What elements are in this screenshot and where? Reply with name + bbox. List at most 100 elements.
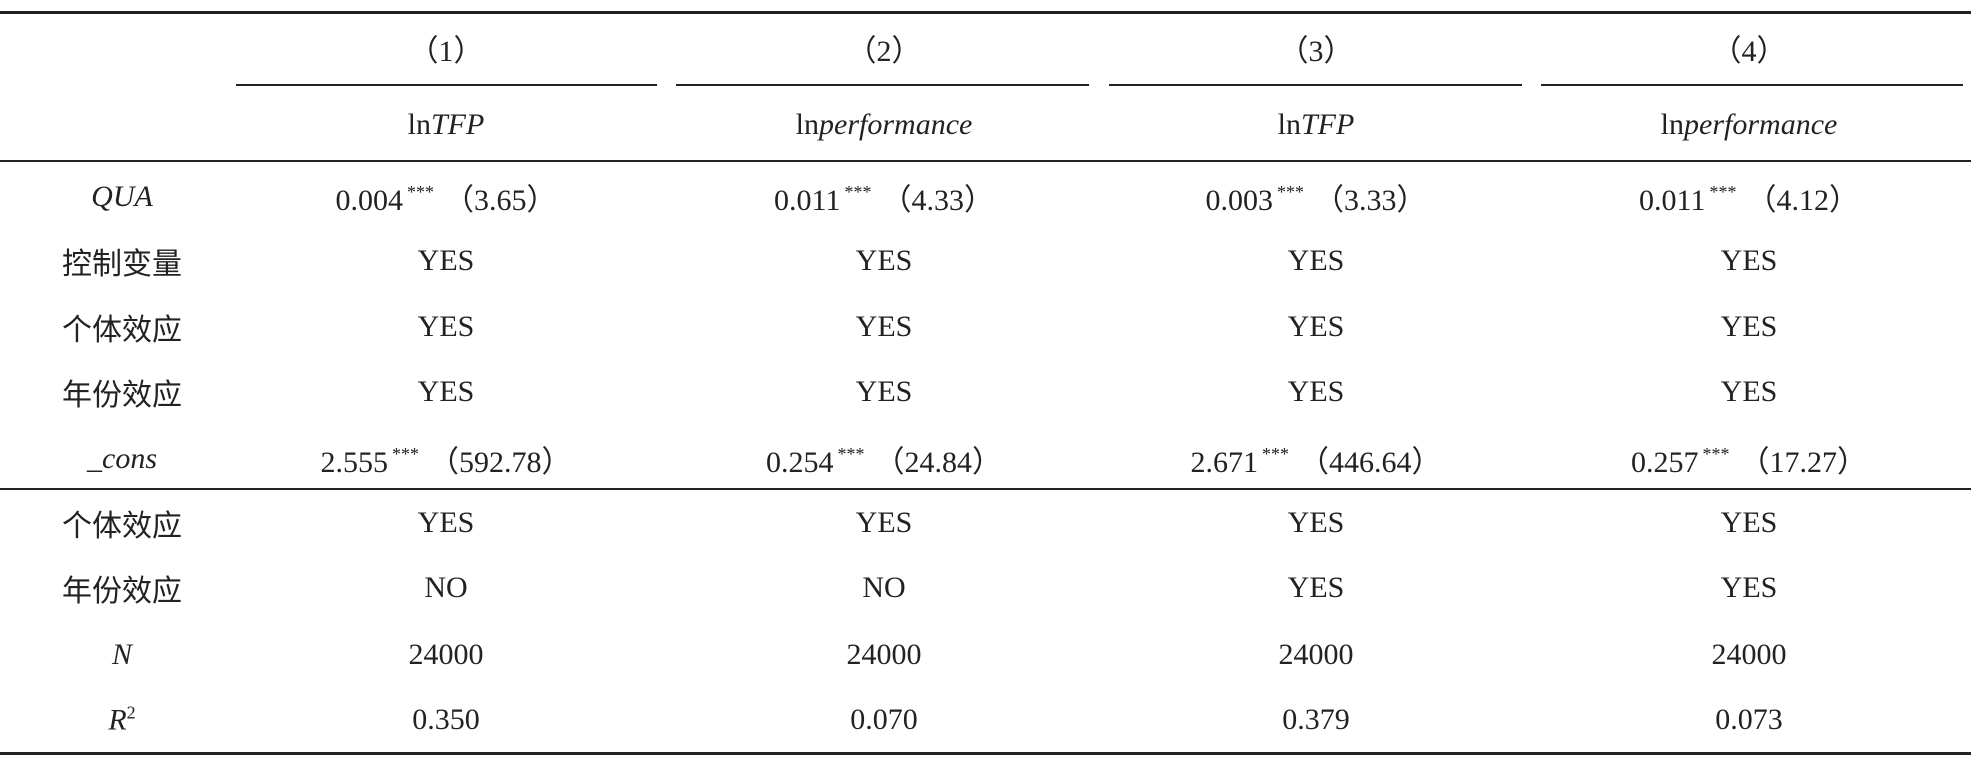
t-statistic: （4.33） bbox=[881, 184, 994, 217]
coefficient-cell: 2.671 *** （446.64） bbox=[1191, 437, 1442, 481]
coefficient: 0.011 bbox=[774, 184, 841, 217]
cell-value: 0.350 bbox=[412, 703, 480, 736]
cell-value: YES bbox=[1287, 571, 1345, 604]
bottom-rule bbox=[0, 752, 1971, 755]
column-underline bbox=[236, 84, 657, 86]
dependent-variable: lnperformance bbox=[1661, 108, 1838, 142]
coefficient-cell: 2.555 *** （592.78） bbox=[321, 437, 572, 481]
coefficient: 0.011 bbox=[1639, 184, 1706, 217]
row-label: R2 bbox=[108, 703, 135, 738]
cell-value: YES bbox=[417, 375, 475, 408]
significance-stars: *** bbox=[392, 444, 419, 464]
cell-value: 0.379 bbox=[1282, 703, 1350, 736]
t-statistic: （446.64） bbox=[1299, 446, 1442, 479]
row-label-text: _cons bbox=[87, 442, 157, 475]
row-label-text: N bbox=[111, 638, 133, 671]
coefficient-cell: 0.011 *** （4.33） bbox=[774, 175, 994, 219]
coefficient: 2.555 bbox=[320, 446, 389, 479]
t-statistic: （3.33） bbox=[1314, 184, 1427, 217]
cell-value: YES bbox=[855, 244, 913, 277]
cell-value: YES bbox=[1720, 506, 1778, 539]
row-label: 个体效应 bbox=[62, 305, 182, 349]
coefficient: 0.003 bbox=[1205, 184, 1274, 217]
column-number: （3） bbox=[1278, 35, 1354, 68]
dependent-variable: lnperformance bbox=[796, 108, 973, 142]
dep-var: performance bbox=[819, 108, 973, 141]
row-label: _cons bbox=[87, 442, 157, 476]
t-statistic: （592.78） bbox=[429, 446, 572, 479]
row-label-text: 个体效应 bbox=[62, 510, 182, 543]
coefficient-cell: 0.011 *** （4.12） bbox=[1639, 175, 1859, 219]
row-label-text: QUA bbox=[91, 180, 153, 213]
dep-var: TFP bbox=[431, 108, 485, 141]
significance-stars: *** bbox=[407, 182, 434, 202]
dep-prefix: ln bbox=[1277, 108, 1301, 141]
significance-stars: *** bbox=[1277, 182, 1304, 202]
cell-value: NO bbox=[424, 571, 468, 604]
row-label: 个体效应 bbox=[62, 501, 182, 545]
column-underline bbox=[1541, 84, 1963, 86]
cell-value: YES bbox=[1720, 571, 1778, 604]
row-label-text: 年份效应 bbox=[62, 379, 182, 412]
significance-stars: *** bbox=[1262, 444, 1289, 464]
panel-rule bbox=[0, 488, 1971, 490]
column-number: （1） bbox=[408, 35, 484, 68]
row-label: 年份效应 bbox=[62, 566, 182, 610]
significance-stars: *** bbox=[1702, 444, 1730, 464]
cell-value: 24000 bbox=[408, 638, 484, 671]
dependent-variable: lnTFP bbox=[1278, 108, 1355, 142]
cell-value: YES bbox=[1720, 310, 1778, 343]
cell-value: YES bbox=[417, 310, 475, 343]
cell-value: YES bbox=[417, 506, 475, 539]
significance-stars: *** bbox=[844, 182, 872, 202]
row-label: QUA bbox=[91, 180, 153, 214]
row-label-text: 控制变量 bbox=[62, 248, 182, 281]
coefficient-cell: 0.004 *** （3.65） bbox=[336, 175, 557, 219]
coefficient: 0.254 bbox=[766, 446, 834, 479]
cell-value: 24000 bbox=[1711, 638, 1787, 671]
row-label: 年份效应 bbox=[62, 370, 182, 414]
row-label: N bbox=[112, 638, 132, 672]
row-label-sup: 2 bbox=[126, 702, 136, 723]
cell-value: YES bbox=[855, 375, 913, 408]
cell-value: NO bbox=[862, 571, 906, 604]
cell-value: 24000 bbox=[846, 638, 922, 671]
coefficient: 0.004 bbox=[335, 184, 404, 217]
cell-value: 0.070 bbox=[850, 703, 918, 736]
row-label-text: 年份效应 bbox=[62, 575, 182, 608]
significance-stars: *** bbox=[1709, 182, 1737, 202]
cell-value: YES bbox=[1720, 375, 1778, 408]
coefficient-cell: 0.254 *** （24.84） bbox=[766, 437, 1002, 481]
row-label: 控制变量 bbox=[62, 239, 182, 283]
dep-prefix: ln bbox=[795, 108, 820, 141]
dep-prefix: ln bbox=[1660, 108, 1685, 141]
dependent-variable: lnTFP bbox=[408, 108, 485, 142]
cell-value: YES bbox=[1287, 506, 1345, 539]
cell-value: YES bbox=[1720, 244, 1778, 277]
column-number: （2） bbox=[846, 35, 922, 68]
cell-value: YES bbox=[417, 244, 475, 277]
t-statistic: （17.27） bbox=[1739, 446, 1868, 479]
significance-stars: *** bbox=[837, 444, 865, 464]
column-underline bbox=[676, 84, 1089, 86]
cell-value: YES bbox=[1287, 375, 1345, 408]
cell-value: YES bbox=[1287, 244, 1345, 277]
cell-value: YES bbox=[1287, 310, 1345, 343]
column-number: （4） bbox=[1711, 35, 1787, 68]
t-statistic: （4.12） bbox=[1746, 184, 1859, 217]
column-underline bbox=[1109, 84, 1522, 86]
dep-var: performance bbox=[1684, 108, 1838, 141]
header-rule bbox=[0, 160, 1971, 162]
cell-value: YES bbox=[855, 506, 913, 539]
cell-value: 0.073 bbox=[1715, 703, 1783, 736]
top-rule bbox=[0, 11, 1971, 14]
dep-var: TFP bbox=[1301, 108, 1355, 141]
coefficient: 2.671 bbox=[1190, 446, 1259, 479]
coefficient-cell: 0.257 *** （17.27） bbox=[1631, 437, 1867, 481]
dep-prefix: ln bbox=[407, 108, 431, 141]
coefficient-cell: 0.003 *** （3.33） bbox=[1206, 175, 1427, 219]
cell-value: YES bbox=[855, 310, 913, 343]
cell-value: 24000 bbox=[1278, 638, 1354, 671]
t-statistic: （24.84） bbox=[874, 446, 1003, 479]
